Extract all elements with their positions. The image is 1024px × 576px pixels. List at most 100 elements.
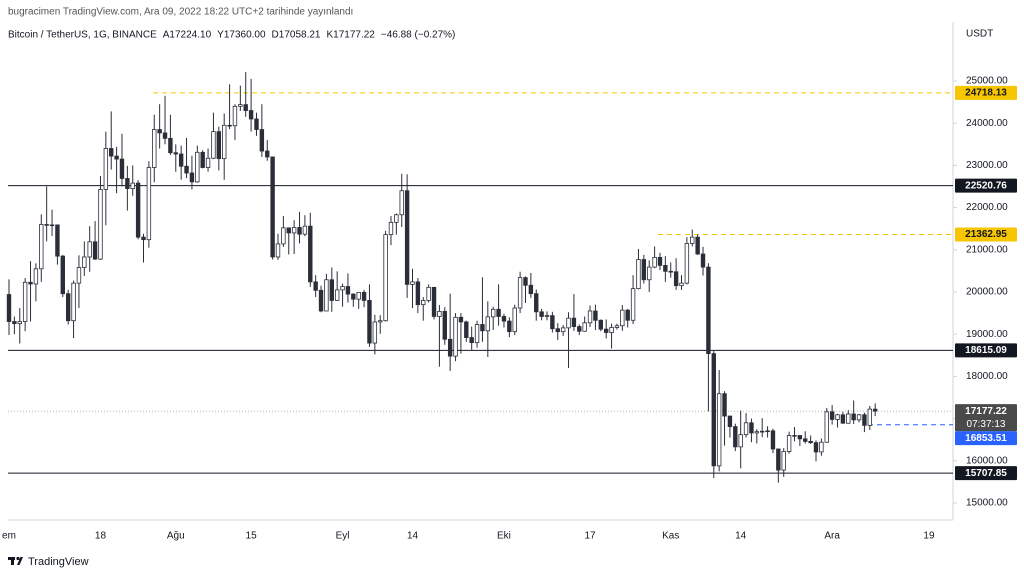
candle-body xyxy=(103,148,109,190)
candle-body xyxy=(867,408,872,426)
candle-body xyxy=(119,158,125,179)
legend-item: A17224.10 xyxy=(163,30,212,41)
candle-body xyxy=(135,182,141,238)
candle-body xyxy=(372,321,378,344)
candle-body xyxy=(464,321,469,338)
candle-body xyxy=(673,271,679,287)
candle-body xyxy=(82,256,87,268)
candle-body xyxy=(238,104,243,107)
candle-body xyxy=(727,415,733,428)
level-label-box xyxy=(955,227,1017,242)
candle-body xyxy=(109,148,114,157)
y-tick-label: 15000.00 xyxy=(966,498,1008,509)
candle-body xyxy=(33,268,39,285)
candle-body xyxy=(679,282,684,287)
candle-body xyxy=(517,277,523,309)
candle-body xyxy=(453,316,458,357)
candle-body xyxy=(614,325,620,328)
candle-body xyxy=(490,308,496,318)
y-tick-label: 20000.00 xyxy=(966,287,1008,298)
candle-body xyxy=(211,131,216,159)
candle-body xyxy=(829,411,835,420)
x-tick-label: 19 xyxy=(923,531,935,542)
candle-body xyxy=(173,152,178,155)
y-tick-label: 18000.00 xyxy=(966,371,1008,382)
y-tick-label: 21000.00 xyxy=(966,244,1008,255)
candle-body xyxy=(840,414,846,424)
level-label: 24718.13 xyxy=(965,88,1007,99)
candle-body xyxy=(501,316,507,322)
candle-body xyxy=(49,224,55,227)
legend-item: −46.88 (−0.27%) xyxy=(381,30,456,41)
candle-body xyxy=(6,294,12,322)
candle-body xyxy=(205,157,211,168)
candle-body xyxy=(286,227,291,234)
y-tick-label: 25000.00 xyxy=(966,76,1008,87)
candle-body xyxy=(437,311,442,317)
brand-logo xyxy=(8,556,23,565)
candle-body xyxy=(663,265,668,272)
candle-body xyxy=(636,259,641,290)
candle-body xyxy=(765,430,770,433)
candle-body xyxy=(340,286,345,291)
candle-body xyxy=(291,227,297,234)
candle-body xyxy=(797,435,803,440)
candle-body xyxy=(722,393,727,417)
candle-body xyxy=(512,307,517,333)
candle-body xyxy=(361,292,367,301)
candle-body xyxy=(329,279,334,301)
candle-body xyxy=(792,435,797,437)
candle-body xyxy=(378,320,383,323)
y-tick-label: 24000.00 xyxy=(966,118,1008,129)
candle-body xyxy=(507,320,512,333)
x-tick-label: 18 xyxy=(95,531,107,542)
level-label-box xyxy=(955,85,1017,100)
candle-body xyxy=(426,286,431,301)
candle-body xyxy=(254,118,259,130)
candle-body xyxy=(275,243,281,258)
level-label: 16853.51 xyxy=(965,433,1007,444)
x-tick-label: Eki xyxy=(497,531,511,542)
candle-body xyxy=(146,167,152,241)
candle-body xyxy=(318,289,324,312)
candle-body xyxy=(641,259,647,281)
candle-body xyxy=(431,286,437,317)
candle-body xyxy=(577,326,582,332)
candle-body xyxy=(248,110,254,120)
candle-body xyxy=(786,435,792,452)
candle-body xyxy=(28,281,33,285)
candle-body xyxy=(162,132,168,139)
candle-body xyxy=(566,317,571,329)
candle-body xyxy=(856,414,862,421)
candle-body xyxy=(700,253,706,268)
x-tick-label: Kas xyxy=(662,531,679,542)
candle-body xyxy=(189,172,195,183)
candle-body xyxy=(458,316,464,323)
candle-body xyxy=(65,293,71,322)
candle-body xyxy=(415,281,421,306)
level-label: 21362.95 xyxy=(965,229,1007,240)
candle-body xyxy=(22,281,28,322)
candle-body xyxy=(684,243,690,284)
candle-body xyxy=(808,440,813,444)
candle-body xyxy=(410,281,415,285)
candle-body xyxy=(44,224,49,226)
candle-body xyxy=(367,300,372,344)
candle-body xyxy=(652,256,657,268)
candle-body xyxy=(544,315,550,317)
candle-body xyxy=(39,224,44,270)
candle-body xyxy=(695,236,700,255)
level-label-box xyxy=(955,343,1017,358)
candle-body xyxy=(297,227,302,235)
y-tick-label: 22000.00 xyxy=(966,202,1008,213)
candle-body xyxy=(528,284,534,295)
candle-body xyxy=(716,393,722,467)
candle-body xyxy=(388,221,394,236)
candle-body xyxy=(819,441,824,453)
candle-body xyxy=(813,442,819,453)
candle-body xyxy=(571,317,577,327)
candle-body xyxy=(394,214,399,223)
level-label-box xyxy=(955,466,1017,481)
candle-body xyxy=(195,151,200,183)
